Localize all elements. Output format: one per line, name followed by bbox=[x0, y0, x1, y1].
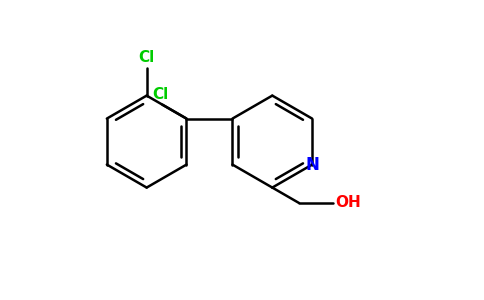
Text: Cl: Cl bbox=[152, 87, 168, 102]
Text: OH: OH bbox=[335, 196, 361, 211]
Text: Cl: Cl bbox=[138, 50, 155, 65]
Text: N: N bbox=[305, 156, 319, 174]
